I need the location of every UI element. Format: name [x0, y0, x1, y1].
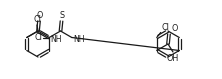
Text: OH: OH — [167, 54, 179, 63]
Text: Cl: Cl — [34, 33, 42, 42]
Text: O: O — [171, 24, 177, 33]
Text: Cl: Cl — [33, 15, 41, 24]
Text: NH: NH — [50, 35, 62, 44]
Text: Cl: Cl — [162, 23, 170, 32]
Text: NH: NH — [73, 35, 84, 44]
Text: S: S — [60, 11, 65, 20]
Text: O: O — [37, 11, 43, 20]
